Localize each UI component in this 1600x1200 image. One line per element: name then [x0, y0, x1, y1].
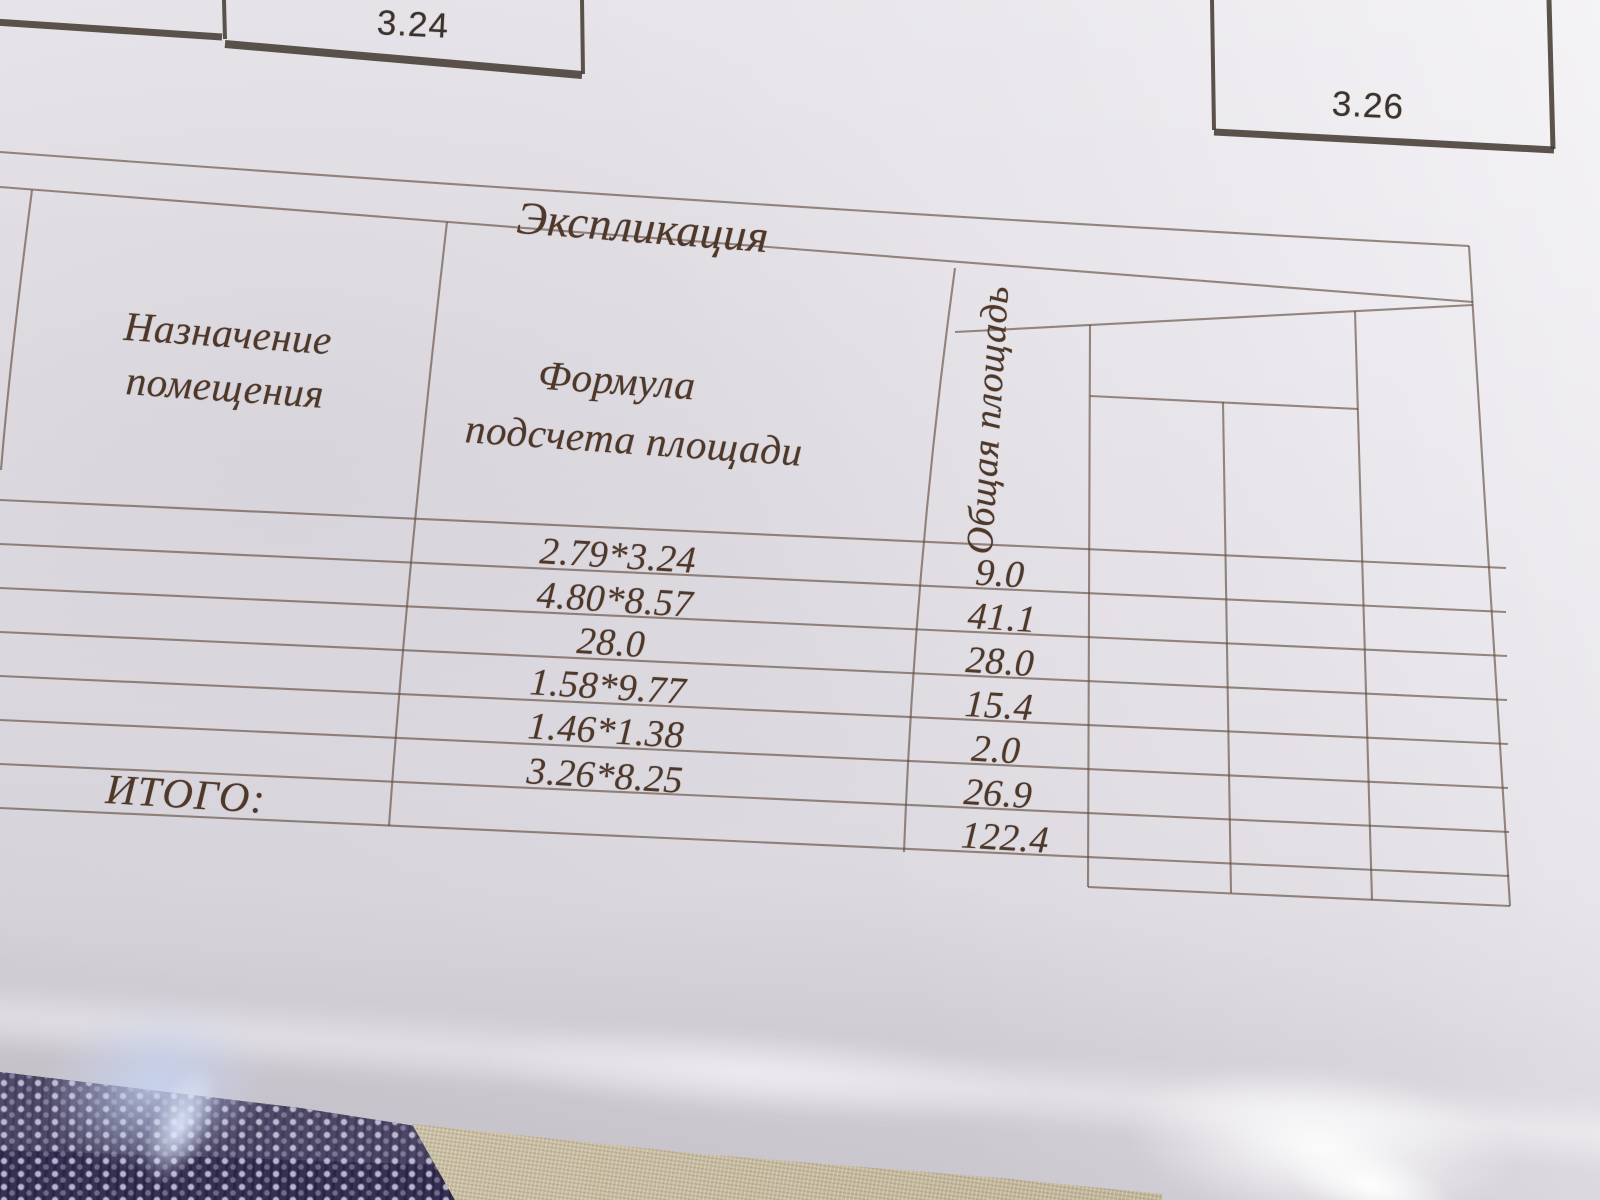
- table-grid: [0, 150, 1512, 908]
- cell-total-area: 15.4: [963, 682, 1035, 730]
- plan-dimension-label-left: 3.24: [375, 3, 451, 46]
- cell-total-area: 9.0: [974, 551, 1026, 597]
- cell-total-area: 28.0: [964, 638, 1036, 686]
- cell-total-area: 26.9: [962, 770, 1034, 818]
- total-row-label: ИТОГО:: [104, 767, 268, 823]
- total-row-value: 122.4: [959, 814, 1051, 862]
- cell-total-area: 41.1: [966, 594, 1038, 642]
- plan-dimension-label-right: 3.26: [1330, 84, 1406, 127]
- cell-total-area: 2.0: [970, 727, 1022, 773]
- floor-plan-walls: [0, 0, 1556, 154]
- cell-formula: 28.0: [575, 619, 647, 667]
